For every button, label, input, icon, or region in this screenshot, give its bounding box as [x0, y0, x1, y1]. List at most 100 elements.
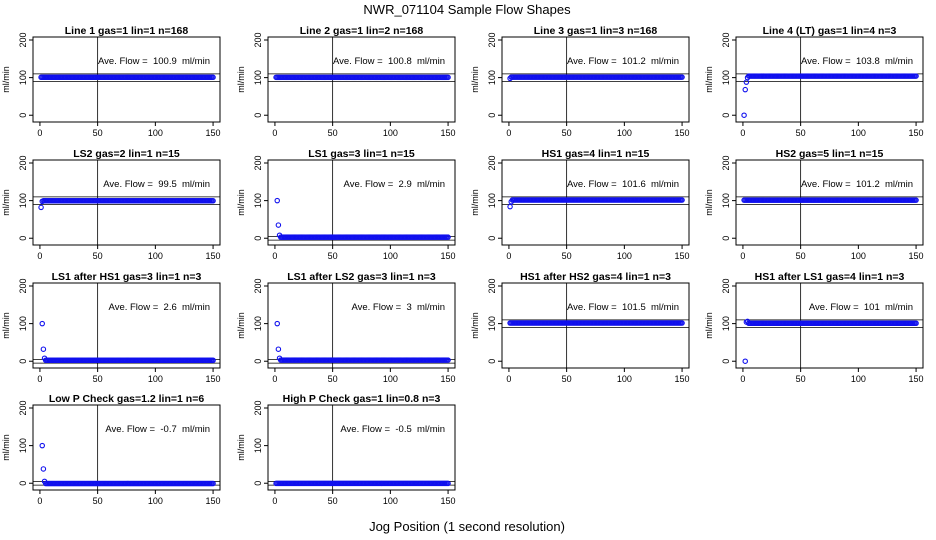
data-point: [913, 73, 919, 79]
x-tick-label: 50: [796, 374, 806, 384]
data-point: [445, 357, 451, 363]
plot-frame: [735, 282, 924, 369]
data-point: [445, 234, 451, 240]
data-points: [741, 197, 919, 203]
data-point: [210, 480, 216, 487]
x-tick-label: 100: [148, 496, 163, 506]
data-point: [742, 358, 748, 364]
data-points: [38, 74, 216, 81]
data-points: [273, 74, 451, 81]
y-tick-label: 0: [487, 236, 497, 241]
data-point: [275, 346, 282, 352]
panel-title: LS1 after LS2 gas=3 lin=1 n=3: [287, 271, 436, 283]
x-tick-label: 150: [675, 374, 690, 384]
y-tick-label: 0: [18, 359, 28, 364]
x-tick-label: 100: [617, 128, 632, 138]
data-points: [39, 320, 216, 364]
y-tick-label: 0: [253, 359, 263, 364]
x-tick-label: 150: [675, 128, 690, 138]
y-tick-label: 200: [721, 32, 731, 47]
panel-title: HS1 gas=4 lin=1 n=15: [542, 148, 650, 160]
panel-6: LS1 gas=3 lin=1 n=15 ml/min 0 100 200 0 50 100 1…: [236, 148, 456, 261]
y-tick-label: 0: [253, 113, 263, 118]
x-tick-label: 50: [796, 251, 806, 261]
data-point: [40, 466, 47, 472]
x-tick-label: 0: [272, 128, 277, 138]
panel-12: HS1 after LS1 gas=4 lin=1 n=3 ml/min 0 100 2…: [704, 271, 924, 384]
panel-title: HS1 after HS2 gas=4 lin=1 n=3: [520, 271, 671, 283]
average-flow-annotation: Ave. Flow = 2.6 ml/min: [109, 302, 210, 313]
data-point: [38, 204, 44, 211]
y-tick-label: 200: [253, 32, 263, 47]
y-tick-label: 100: [487, 70, 497, 85]
x-tick-label: 100: [851, 374, 866, 384]
panel-title: HS1 after LS1 gas=4 lin=1 n=3: [755, 271, 905, 283]
average-flow-annotation: Ave. Flow = 101.5 ml/min: [567, 302, 679, 313]
x-tick-label: 150: [909, 128, 924, 138]
x-tick-label: 100: [383, 496, 398, 506]
x-tick-label: 100: [617, 374, 632, 384]
x-tick-label: 0: [37, 496, 42, 506]
x-tick-label: 50: [562, 128, 572, 138]
data-point: [210, 74, 216, 81]
y-tick-label: 200: [18, 32, 28, 47]
x-tick-label: 50: [328, 496, 338, 506]
plot-frame: [735, 159, 924, 246]
data-point: [274, 320, 280, 327]
panel-title: LS2 gas=2 lin=1 n=15: [73, 148, 180, 160]
y-tick-label: 100: [18, 193, 28, 208]
x-tick-label: 0: [37, 374, 42, 384]
data-points: [38, 198, 216, 211]
y-tick-label: 100: [253, 316, 263, 331]
x-tick-label: 50: [93, 251, 103, 261]
data-points: [507, 74, 685, 82]
panel-title: Line 1 gas=1 lin=1 n=168: [65, 25, 189, 37]
data-point: [275, 222, 282, 228]
y-tick-label: 100: [487, 193, 497, 208]
data-point: [210, 357, 216, 364]
average-flow-annotation: Ave. Flow = 101.6 ml/min: [567, 179, 679, 190]
y-tick-label: 200: [18, 155, 28, 170]
plot-frame: [267, 282, 456, 369]
panels-grid: Line 1 gas=1 lin=1 n=168 ml/min 0 100 200 0 50…: [1, 25, 924, 506]
y-tick-label: 200: [487, 278, 497, 293]
y-tick-label: 0: [18, 481, 28, 486]
data-point: [679, 197, 685, 203]
x-tick-label: 150: [909, 374, 924, 384]
data-point: [445, 74, 451, 81]
average-flow-annotation: Ave. Flow = -0.7 ml/min: [105, 424, 210, 435]
panel-13: Low P Check gas=1.2 lin=1 n=6 ml/min 0 100 2…: [1, 393, 221, 506]
y-axis-label: ml/min: [704, 189, 714, 216]
data-points: [273, 480, 451, 487]
data-point: [40, 346, 47, 352]
data-point: [743, 79, 750, 85]
y-tick-label: 200: [18, 400, 28, 415]
average-flow-annotation: Ave. Flow = 100.8 ml/min: [333, 56, 445, 67]
x-tick-label: 100: [383, 128, 398, 138]
x-tick-label: 150: [675, 251, 690, 261]
plot-frame: [32, 159, 221, 246]
y-tick-label: 200: [721, 278, 731, 293]
x-tick-label: 150: [206, 374, 221, 384]
panel-9: LS1 after HS1 gas=3 lin=1 n=3 ml/min 0 100 2…: [1, 271, 221, 384]
panel-title: LS1 gas=3 lin=1 n=15: [308, 148, 415, 160]
y-axis-label: ml/min: [704, 66, 714, 93]
panel-14: High P Check gas=1 lin=0.8 n=3 ml/min 0 100…: [236, 393, 456, 506]
figure-xlabel: Jog Position (1 second resolution): [369, 519, 565, 534]
y-tick-label: 200: [253, 400, 263, 415]
x-tick-label: 100: [383, 251, 398, 261]
y-tick-label: 200: [253, 278, 263, 293]
plot-frame: [32, 404, 221, 491]
y-axis-label: ml/min: [236, 189, 246, 216]
y-tick-label: 100: [18, 316, 28, 331]
plot-frame: [501, 282, 690, 369]
x-tick-label: 0: [506, 374, 511, 384]
y-tick-label: 0: [721, 113, 731, 118]
x-tick-label: 150: [441, 128, 456, 138]
panel-title: High P Check gas=1 lin=0.8 n=3: [283, 393, 441, 405]
y-tick-label: 0: [18, 236, 28, 241]
data-points: [274, 197, 451, 240]
y-tick-label: 0: [721, 236, 731, 241]
data-point: [742, 86, 748, 93]
x-tick-label: 0: [272, 496, 277, 506]
